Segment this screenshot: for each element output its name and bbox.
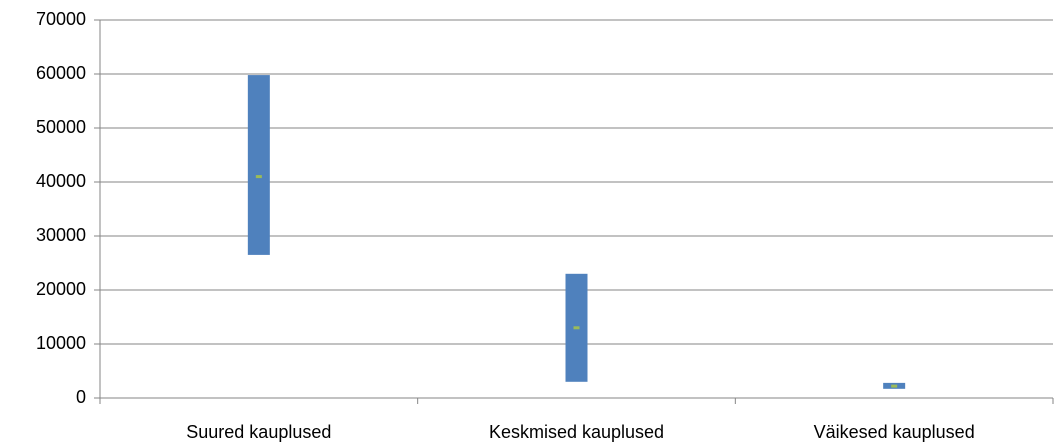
x-tick-label: Suured kauplused [186, 422, 331, 442]
y-tick-label: 40000 [36, 171, 86, 191]
x-tick-label: Väikesed kauplused [814, 422, 975, 442]
x-tick-label: Keskmised kauplused [489, 422, 664, 442]
y-tick-label: 50000 [36, 117, 86, 137]
y-tick-label: 0 [76, 387, 86, 407]
mid-marker [891, 384, 898, 388]
y-tick-label: 70000 [36, 9, 86, 29]
y-tick-label: 10000 [36, 333, 86, 353]
y-tick-label: 30000 [36, 225, 86, 245]
mid-marker [573, 326, 580, 330]
y-tick-label: 60000 [36, 63, 86, 83]
range-bar [247, 75, 270, 255]
y-tick-label: 20000 [36, 279, 86, 299]
mid-marker [255, 175, 262, 179]
